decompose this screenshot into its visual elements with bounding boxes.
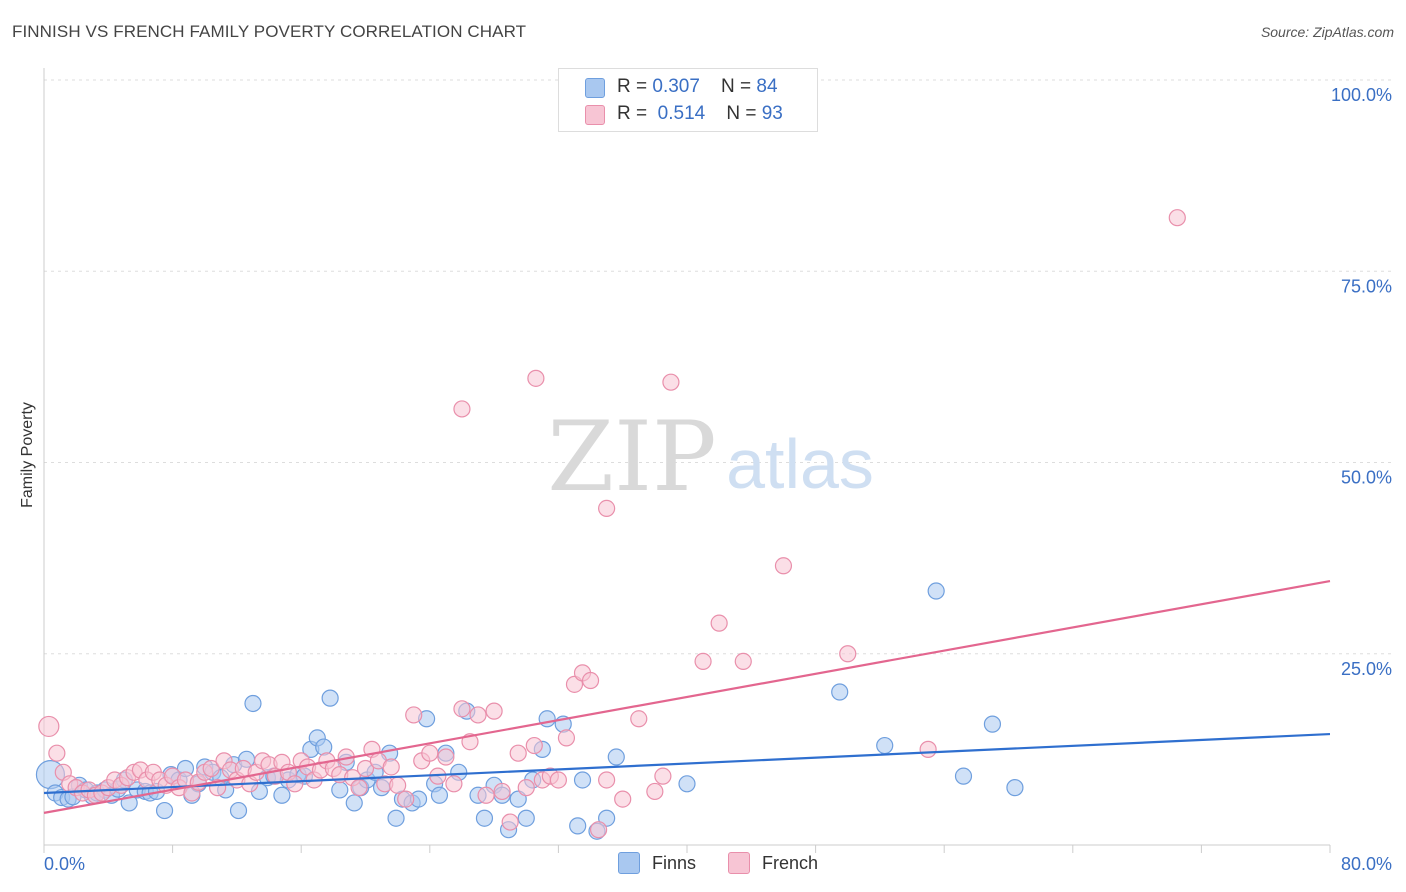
french-point xyxy=(421,744,439,762)
y-tick-label: 100.0% xyxy=(1331,85,1392,105)
french-point xyxy=(662,373,680,391)
finns-point xyxy=(678,775,696,793)
french-r-value: 0.514 xyxy=(657,103,706,124)
finns-point xyxy=(927,582,945,600)
french-point xyxy=(350,779,368,797)
french-point xyxy=(356,759,375,778)
finns-point xyxy=(155,801,174,820)
french-point xyxy=(202,759,220,778)
finns-point xyxy=(538,710,556,728)
french-point xyxy=(630,710,648,728)
stats-legend-row-finns: R = 0.307 N = 84 xyxy=(585,75,778,99)
french-point xyxy=(469,706,487,724)
y-tick-label: 75.0% xyxy=(1341,276,1392,296)
french-r-label: R = xyxy=(617,103,653,124)
finns-point xyxy=(430,786,449,804)
french-point xyxy=(525,736,543,755)
french-point xyxy=(774,557,793,575)
french-point xyxy=(286,775,304,793)
french-point xyxy=(694,652,712,671)
french-trend-line xyxy=(43,579,1331,814)
french-point xyxy=(549,771,568,789)
finns-point xyxy=(387,809,405,827)
finns-point xyxy=(983,715,1002,733)
finns-point xyxy=(1006,779,1024,797)
french-point xyxy=(501,813,519,831)
finns-point xyxy=(517,809,535,827)
finns-point xyxy=(244,694,262,713)
legend-item-french[interactable]: French xyxy=(728,852,818,874)
french-point xyxy=(477,786,495,804)
legend-finns-label: Finns xyxy=(652,852,697,873)
french-point xyxy=(734,652,752,671)
french-point xyxy=(493,782,511,801)
finns-r-value: 0.307 xyxy=(652,76,700,97)
finns-point xyxy=(331,781,349,799)
finns-point xyxy=(876,736,894,755)
finns-point xyxy=(345,794,363,812)
french-point xyxy=(517,779,535,797)
finns-trend-line xyxy=(43,732,1331,795)
finns-n-value: 84 xyxy=(756,76,778,97)
french-point xyxy=(598,499,616,517)
french-point xyxy=(209,779,227,797)
french-point xyxy=(382,758,400,776)
french-point xyxy=(527,369,545,387)
french-n-value: 93 xyxy=(761,103,783,124)
french-point xyxy=(710,614,728,632)
french-point xyxy=(405,706,423,724)
french-point xyxy=(509,744,527,762)
finns-point xyxy=(229,801,248,820)
french-point xyxy=(646,782,664,801)
french-point xyxy=(614,790,632,808)
legend-french-label: French xyxy=(762,852,819,873)
french-point xyxy=(445,775,463,793)
stats-legend: R = 0.307 N = 84 R = 0.514 N = 93 xyxy=(558,68,818,132)
french-point xyxy=(453,400,471,418)
french-point xyxy=(453,700,471,718)
watermark-atlas: atlas xyxy=(726,425,874,503)
finns-point xyxy=(954,767,973,785)
y-tick-label: 25.0% xyxy=(1341,659,1392,679)
french-point xyxy=(919,740,937,758)
french-point xyxy=(437,748,455,766)
french-point xyxy=(397,790,415,808)
stats-legend-row-french: R = 0.514 N = 93 xyxy=(585,102,783,126)
finns-point xyxy=(475,809,494,827)
french-point xyxy=(654,767,672,785)
french-point xyxy=(581,671,600,690)
legend-item-finns[interactable]: Finns xyxy=(618,852,696,874)
source-credit: Source: ZipAtlas.com xyxy=(1260,24,1394,40)
legend-finns-swatch xyxy=(618,852,640,874)
french-point xyxy=(48,744,66,762)
french-point xyxy=(485,702,503,720)
y-tick-label: 50.0% xyxy=(1341,468,1392,488)
finns-point xyxy=(607,748,625,766)
french-point xyxy=(598,771,616,789)
french-n-label: N = xyxy=(726,103,762,124)
finns-point xyxy=(573,771,592,789)
french-point xyxy=(589,821,608,839)
finns-swatch xyxy=(585,78,605,98)
finns-n-label: N = xyxy=(721,76,757,97)
french-point xyxy=(38,715,60,738)
french-swatch xyxy=(585,105,605,125)
french-point xyxy=(839,645,857,663)
x-tick-label: 0.0% xyxy=(44,854,85,874)
finns-point xyxy=(569,817,587,835)
chart-title: FINNISH VS FRENCH FAMILY POVERTY CORRELA… xyxy=(12,22,527,41)
x-tick-label: 80.0% xyxy=(1341,854,1392,874)
finns-point xyxy=(273,786,291,804)
watermark-zip: ZIP xyxy=(547,401,716,513)
finns-point xyxy=(321,689,339,707)
legend-french-swatch xyxy=(728,852,750,874)
french-point xyxy=(1168,209,1186,227)
finns-r-label: R = xyxy=(617,76,653,97)
french-point xyxy=(557,729,576,747)
finns-point xyxy=(831,683,849,701)
